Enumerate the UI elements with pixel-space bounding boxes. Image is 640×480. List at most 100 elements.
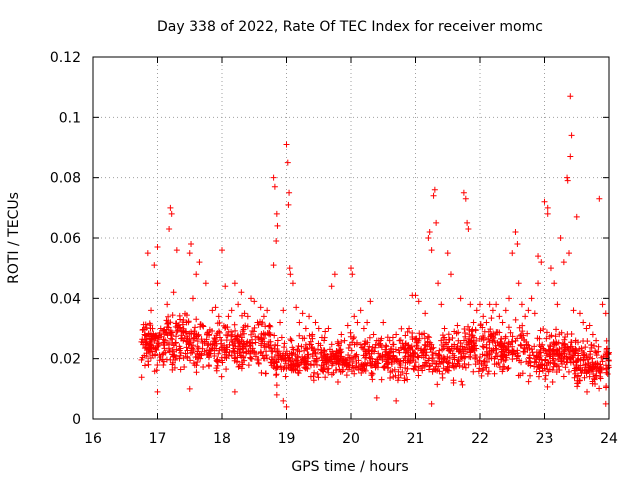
data-point — [248, 331, 255, 338]
data-point — [239, 328, 246, 335]
data-point — [447, 347, 454, 354]
data-point — [284, 159, 291, 166]
data-point — [301, 335, 308, 342]
data-point — [536, 356, 543, 363]
data-point — [567, 153, 574, 160]
data-point — [500, 366, 507, 373]
data-point — [215, 313, 222, 320]
data-point — [351, 313, 358, 320]
data-point — [393, 397, 400, 404]
data-point — [566, 250, 573, 257]
data-point — [526, 355, 533, 362]
data-point — [580, 319, 587, 326]
data-point — [141, 331, 148, 338]
data-point — [441, 355, 448, 362]
data-point — [165, 320, 172, 327]
data-point — [349, 339, 356, 346]
data-point — [307, 373, 314, 380]
data-point — [480, 366, 487, 373]
data-point — [277, 363, 284, 370]
data-point — [187, 357, 194, 364]
data-point — [283, 403, 290, 410]
data-point — [522, 348, 529, 355]
data-point — [574, 377, 581, 384]
data-point — [183, 329, 190, 336]
data-point — [187, 350, 194, 357]
x-tick-label: 16 — [84, 431, 102, 447]
data-point — [209, 307, 216, 314]
data-point — [255, 359, 262, 366]
data-point — [509, 250, 516, 257]
data-point — [564, 331, 571, 338]
data-point — [540, 347, 547, 354]
data-point — [433, 360, 440, 367]
data-point — [244, 313, 251, 320]
data-point — [295, 343, 302, 350]
data-point — [279, 352, 286, 359]
data-point — [577, 367, 584, 374]
data-point — [232, 354, 239, 361]
data-point — [421, 346, 428, 353]
data-point — [353, 364, 360, 371]
data-point — [155, 342, 162, 349]
data-point — [564, 174, 571, 181]
data-point — [525, 342, 532, 349]
data-point — [440, 365, 447, 372]
data-point — [467, 301, 474, 308]
data-point — [478, 360, 485, 367]
data-point — [156, 330, 163, 337]
data-point — [346, 359, 353, 366]
data-point — [148, 307, 155, 314]
data-point — [267, 338, 274, 345]
data-point — [567, 93, 574, 100]
data-point — [583, 370, 590, 377]
data-point — [550, 363, 557, 370]
data-point — [166, 225, 173, 232]
data-point — [594, 361, 601, 368]
data-point — [451, 328, 458, 335]
data-point — [524, 330, 531, 337]
data-point — [397, 358, 404, 365]
data-point — [245, 362, 252, 369]
data-point — [528, 346, 535, 353]
data-point — [514, 347, 521, 354]
data-point — [141, 362, 148, 369]
data-point — [520, 332, 527, 339]
data-point — [328, 341, 335, 348]
data-point — [224, 324, 231, 331]
data-point — [488, 315, 495, 322]
x-tick-label: 19 — [278, 431, 296, 447]
data-point — [246, 342, 253, 349]
data-point — [394, 355, 401, 362]
data-point — [603, 383, 610, 390]
y-tick-label: 0.1 — [59, 110, 81, 126]
data-point — [142, 332, 149, 339]
data-point — [454, 343, 461, 350]
data-point — [361, 341, 368, 348]
data-point — [241, 341, 248, 348]
data-point — [556, 367, 563, 374]
data-point — [465, 225, 472, 232]
data-point — [362, 338, 369, 345]
data-point — [401, 375, 408, 382]
data-point — [479, 343, 486, 350]
data-point — [299, 310, 306, 317]
data-point — [373, 394, 380, 401]
data-point — [237, 331, 244, 338]
data-point — [259, 336, 266, 343]
data-point — [551, 342, 558, 349]
data-point — [564, 343, 571, 350]
data-point — [320, 361, 327, 368]
data-point — [382, 342, 389, 349]
data-point — [173, 353, 180, 360]
data-point — [489, 347, 496, 354]
data-point — [328, 371, 335, 378]
data-point — [542, 372, 549, 379]
data-point — [264, 307, 271, 314]
data-point — [544, 210, 551, 217]
chart-title: Day 338 of 2022, Rate Of TEC Index for r… — [157, 19, 543, 35]
data-point — [565, 368, 572, 375]
data-point — [415, 298, 422, 305]
data-point — [535, 373, 542, 380]
data-point — [248, 355, 255, 362]
